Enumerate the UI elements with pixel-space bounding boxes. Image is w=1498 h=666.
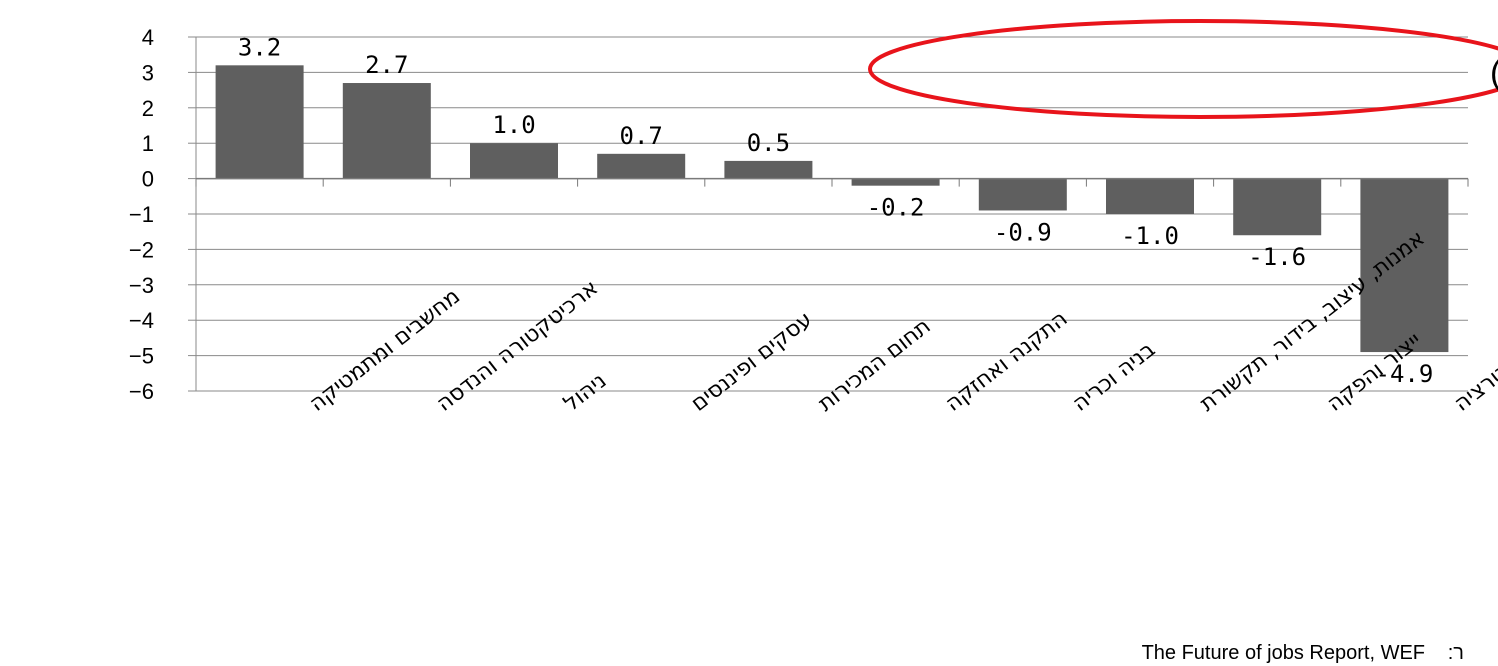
data-label: 0.5 [747,129,790,157]
callout-ellipse [868,19,1498,119]
bar [470,143,558,179]
y-tick-label: −3 [129,273,154,298]
bar [597,153,686,179]
data-labels: 3.2 2.7 1.0 0.7 0.5 -0.2 -0.9 -1.0 -1.6 -4.9 [238,33,1433,388]
bar [215,65,304,179]
source-note: The Future of jobs Report, WEF ר: [1142,642,1464,664]
x-tick-label: בניה וכריה [1068,337,1160,417]
x-tick-label: תחום המכירות [814,314,936,417]
y-tick-label: −5 [129,344,154,369]
source-text: The Future of jobs Report, WEF [1142,642,1425,664]
data-label: -0.9 [994,218,1052,246]
x-tick-label: אדמיניסטרציה [1450,315,1498,417]
x-tick-label: התקנה ואחזקה [941,306,1072,416]
y-tick-label: −2 [129,237,154,262]
bar [1360,178,1449,353]
data-label: 1.0 [492,111,535,139]
bar [724,160,813,179]
data-label: -1.0 [1121,222,1179,250]
y-tick-label: 2 [142,96,154,121]
y-tick-label: 3 [142,60,154,85]
bar [342,83,431,179]
bars [215,65,1449,353]
source-prefix: ר: [1448,642,1464,664]
x-axis [195,177,1469,187]
y-axis-ticks: 4 3 2 1 0 −1 −2 −3 −4 −5 −6 [129,25,197,404]
callout-text: (2/3 באדמיניסטרציה) [1490,54,1498,92]
bar [1106,178,1194,214]
y-tick-label: 1 [142,131,154,156]
data-label: 0.7 [620,122,663,150]
bar [978,178,1067,211]
bar [851,178,940,186]
x-tick-label: ניהול [559,368,611,416]
x-tick-label: עסקים ופיננסים [687,307,818,417]
y-tick-label: −4 [129,308,154,333]
y-tick-label: 0 [142,167,154,192]
annotation-callout: (2/3 באדמיניסטרציה) [868,19,1498,119]
data-label: -1.6 [1248,243,1306,271]
data-label: 2.7 [365,51,408,79]
bar [1233,178,1322,236]
data-label: -4.9 [1376,360,1434,388]
y-tick-label: −6 [129,379,154,404]
y-tick-label: 4 [142,25,154,50]
data-label: 3.2 [238,33,281,61]
y-tick-label: −1 [129,202,154,227]
data-label: -0.2 [867,194,925,222]
